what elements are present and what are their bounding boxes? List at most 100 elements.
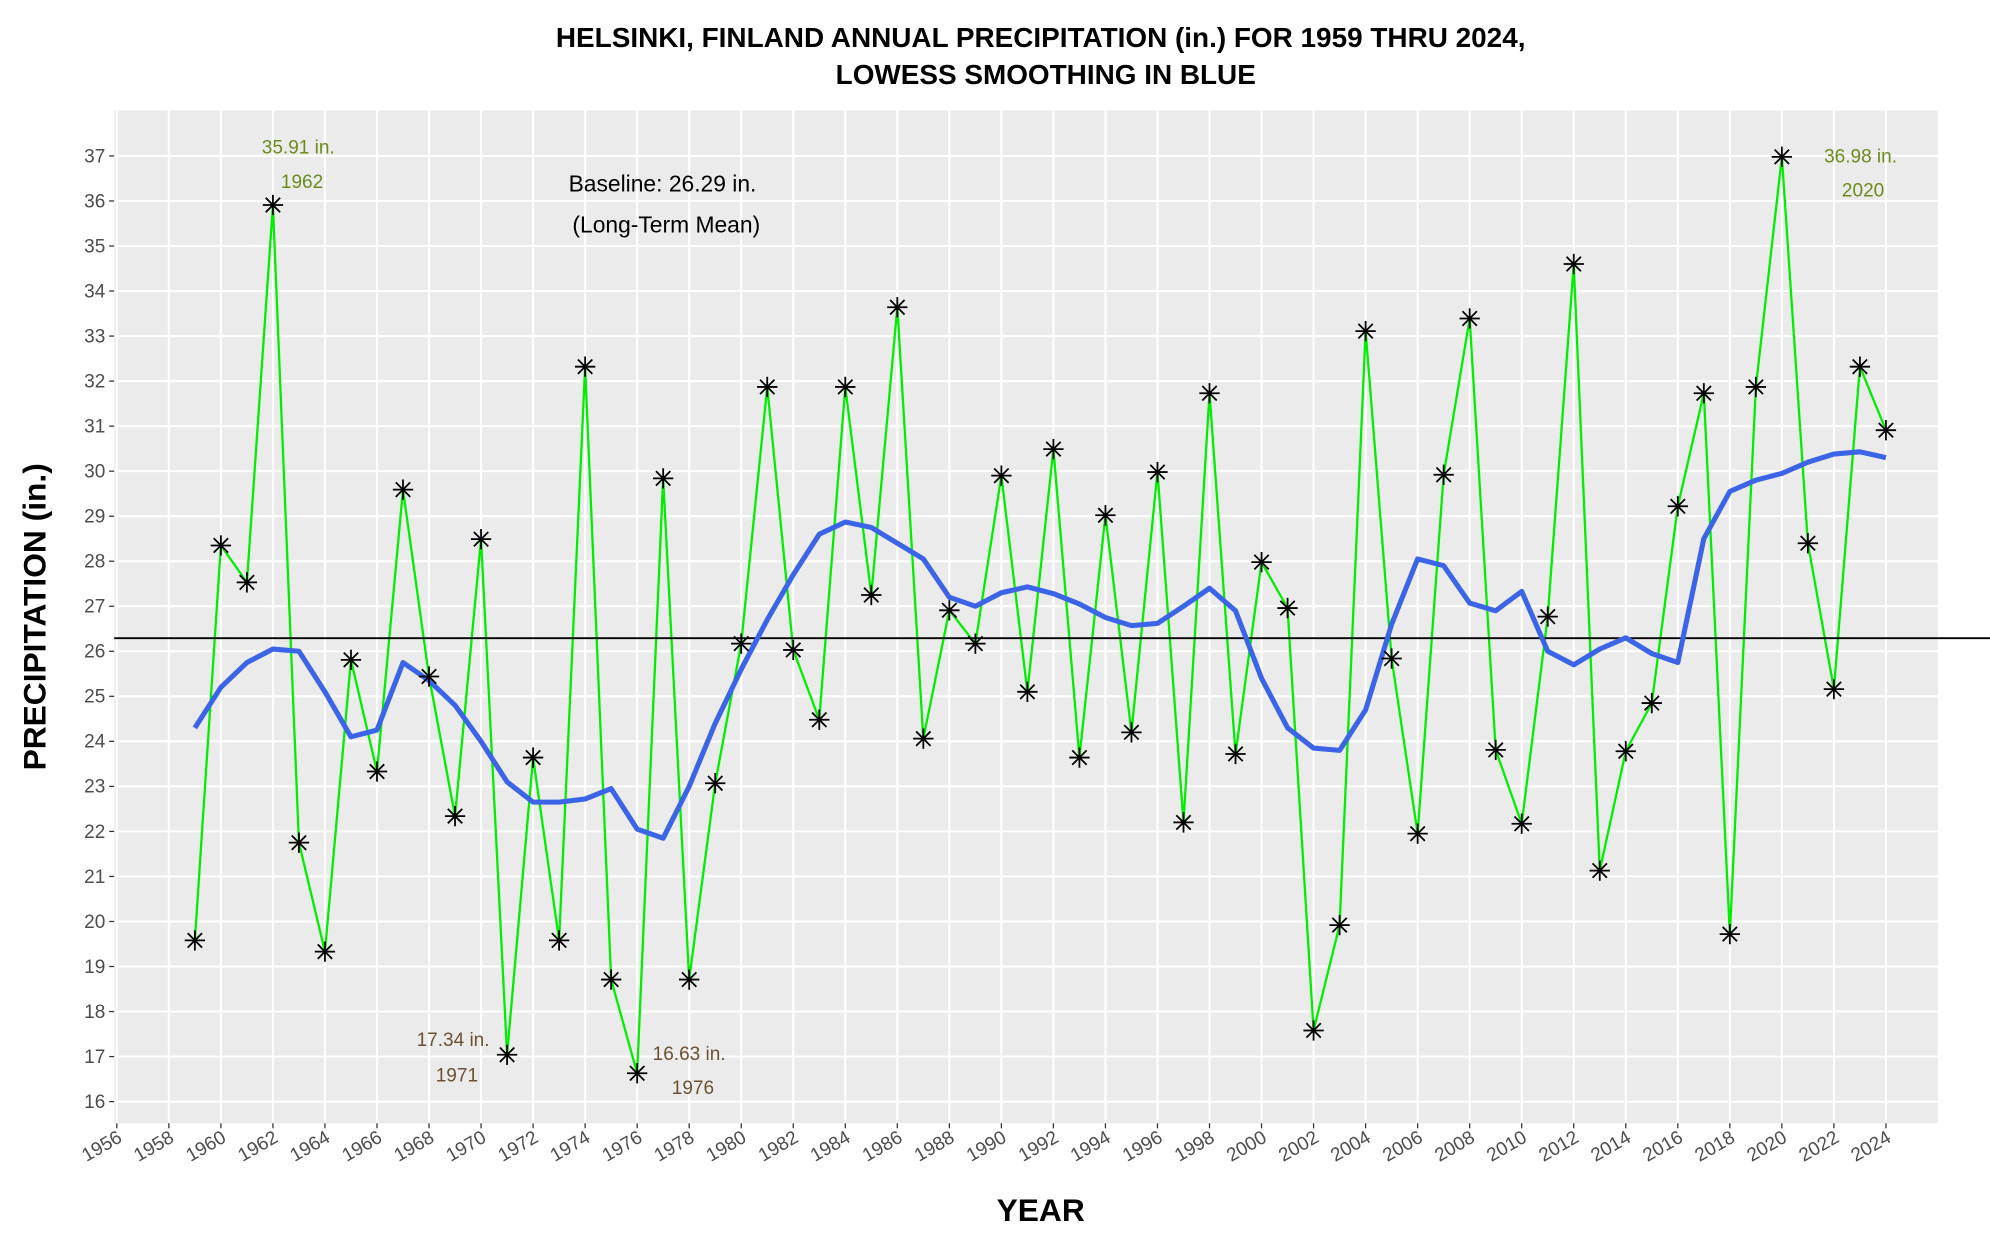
- point-stroke: [369, 763, 385, 780]
- data-point: [496, 1044, 518, 1065]
- point-stroke: [291, 834, 307, 851]
- data-point: [262, 194, 284, 216]
- y-tick-label: 34: [84, 281, 106, 302]
- point-stroke: [1383, 650, 1400, 667]
- point-stroke: [447, 808, 463, 824]
- point-stroke: [915, 730, 932, 747]
- point-stroke: [1253, 554, 1270, 570]
- baseline-label: (Long-Term Mean): [572, 211, 760, 237]
- point-stroke: [1279, 600, 1296, 616]
- data-point: [1329, 914, 1350, 936]
- point-stroke: [1800, 535, 1816, 552]
- point-stroke: [1695, 385, 1712, 402]
- point-stroke: [1305, 1022, 1322, 1039]
- annotation: 17.34 in.: [417, 1030, 490, 1051]
- point-stroke: [525, 749, 541, 766]
- data-point: [1641, 692, 1662, 714]
- data-point: [1615, 741, 1636, 762]
- y-tick-label: 25: [84, 687, 105, 708]
- point-stroke: [1123, 724, 1140, 741]
- point-stroke: [473, 531, 489, 547]
- point-stroke: [1331, 917, 1348, 933]
- data-point: [1043, 438, 1064, 460]
- point-stroke: [1149, 464, 1166, 480]
- data-point: [1667, 496, 1688, 517]
- point-stroke: [811, 711, 828, 728]
- data-point: [1745, 376, 1767, 398]
- point-stroke: [785, 642, 802, 658]
- annotation: 35.91 in.: [262, 138, 335, 159]
- point-stroke: [187, 932, 203, 949]
- data-point: [965, 633, 986, 654]
- y-tick-label: 27: [84, 597, 105, 618]
- annotation: 1971: [436, 1065, 478, 1086]
- plot-panel: [114, 110, 1938, 1124]
- data-point: [1355, 320, 1376, 342]
- data-point: [1459, 308, 1480, 329]
- data-point: [1069, 747, 1090, 768]
- lowess-line: [192, 449, 1887, 841]
- point-stroke: [1175, 814, 1192, 831]
- data-point: [1251, 551, 1272, 573]
- point-stroke: [1643, 695, 1660, 711]
- data-point: [1199, 383, 1220, 404]
- point-stroke: [1019, 683, 1036, 700]
- point-stroke: [239, 574, 255, 591]
- point-stroke: [733, 635, 750, 652]
- data-point: [887, 297, 908, 318]
- data-point: [1589, 860, 1610, 881]
- point-stroke: [395, 481, 411, 498]
- data-point: [861, 584, 882, 606]
- data-point: [1797, 533, 1819, 554]
- point-stroke: [1357, 323, 1374, 339]
- y-tick-label: 35: [84, 236, 105, 257]
- data-line: [193, 155, 1887, 1075]
- point-stroke: [577, 358, 593, 375]
- y-tick-label: 37: [84, 146, 105, 167]
- data-point: [1121, 722, 1142, 743]
- data-point: [1225, 743, 1246, 765]
- data-point: [1017, 681, 1038, 702]
- point-stroke: [603, 971, 619, 988]
- data-point: [600, 969, 622, 990]
- point-stroke: [1201, 385, 1218, 402]
- data-point: [939, 600, 960, 621]
- data-point: [314, 941, 336, 962]
- point-stroke: [1565, 256, 1582, 272]
- point-stroke: [1435, 466, 1452, 483]
- data-point: [210, 535, 232, 556]
- y-tick-label: 17: [84, 1047, 105, 1068]
- data-point: [1407, 823, 1428, 844]
- data-point: [991, 465, 1012, 486]
- point-stroke: [863, 587, 880, 603]
- point-stroke: [1878, 422, 1894, 439]
- data-point: [1823, 678, 1845, 700]
- point-stroke: [1461, 310, 1478, 327]
- data-point: [1693, 383, 1714, 404]
- data-point: [1485, 739, 1506, 761]
- data-point: [574, 356, 596, 377]
- point-stroke: [1045, 441, 1062, 457]
- point-stroke: [655, 470, 672, 487]
- data-point: [809, 709, 830, 730]
- y-tick-label: 19: [84, 957, 105, 978]
- y-tick-label: 23: [84, 777, 105, 798]
- data-point: [1511, 813, 1532, 834]
- point-stroke: [941, 602, 958, 619]
- y-tick-label: 26: [84, 642, 105, 663]
- point-stroke: [1539, 608, 1556, 625]
- y-tick-label: 16: [84, 1092, 105, 1113]
- annotation: 1962: [281, 172, 323, 193]
- data-point: [679, 969, 700, 990]
- point-stroke: [1487, 742, 1504, 758]
- point-stroke: [343, 652, 359, 668]
- annotation: 2020: [1842, 181, 1884, 202]
- data-point: [705, 773, 726, 794]
- data-point: [1771, 146, 1793, 167]
- data-point: [1563, 253, 1584, 275]
- data-point: [731, 633, 752, 654]
- point-stroke: [499, 1046, 515, 1063]
- y-tick-label: 36: [84, 191, 105, 212]
